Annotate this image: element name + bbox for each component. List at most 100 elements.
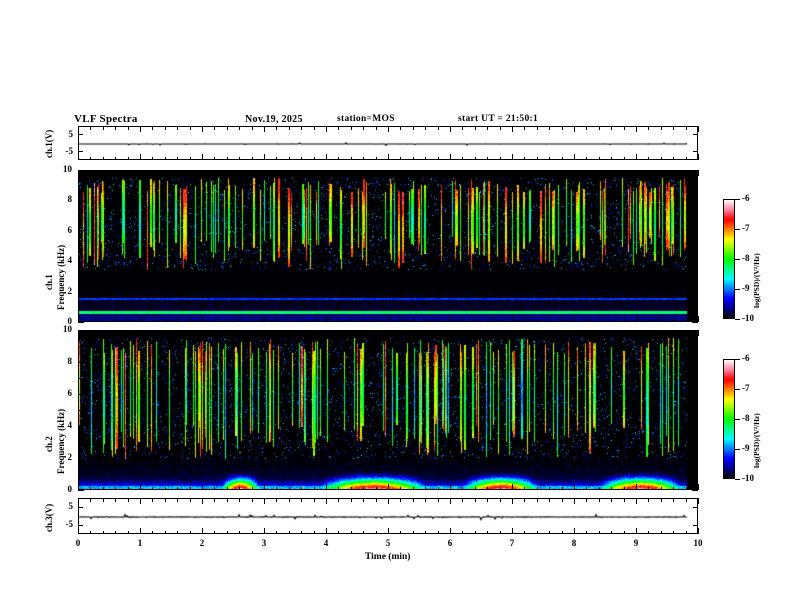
x-minor-tick-bottom	[660, 156, 662, 160]
x-minor-tick-bottom	[586, 156, 588, 160]
x-minor-tick-top	[177, 170, 179, 174]
x-minor-tick-top	[487, 126, 489, 130]
x-minor-tick-bottom	[536, 156, 538, 160]
x-minor-tick-top	[598, 330, 600, 334]
x-major-tick-bottom	[636, 316, 637, 322]
y-tick-label: 4	[67, 420, 73, 430]
x-major-tick-bottom	[698, 154, 699, 160]
x-minor-tick-bottom	[115, 486, 117, 490]
x-minor-tick-top	[499, 170, 501, 174]
x-minor-tick-bottom	[363, 318, 365, 322]
x-minor-tick-bottom	[611, 530, 613, 534]
x-minor-tick-top	[685, 498, 687, 502]
x-minor-tick-bottom	[400, 530, 402, 534]
x-minor-tick-bottom	[598, 530, 600, 534]
y-wave-tick-label: -5	[65, 519, 74, 529]
x-major-tick-bottom	[140, 154, 141, 160]
x-minor-tick-top	[301, 498, 303, 502]
x-minor-tick-top	[400, 170, 402, 174]
x-major-tick-bottom	[388, 484, 389, 490]
x-minor-tick-bottom	[524, 156, 526, 160]
x-minor-tick-top	[177, 498, 179, 502]
x-minor-tick-bottom	[276, 530, 278, 534]
colorbar-tick-label: -9	[742, 443, 750, 453]
x-minor-tick-bottom	[90, 486, 92, 490]
x-minor-tick-bottom	[536, 486, 538, 490]
y-major-tick-right	[692, 329, 698, 331]
x-minor-tick-bottom	[189, 156, 191, 160]
x-minor-tick-bottom	[499, 530, 501, 534]
y-major-tick-right	[692, 393, 698, 395]
y-major-tick-right	[692, 291, 698, 293]
x-minor-tick-bottom	[177, 486, 179, 490]
x-major-tick-bottom	[78, 528, 79, 534]
x-minor-tick-bottom	[338, 486, 340, 490]
x-minor-tick-bottom	[623, 156, 625, 160]
x-minor-tick-bottom	[648, 318, 650, 322]
x-minor-tick-top	[623, 498, 625, 502]
x-minor-tick-top	[598, 126, 600, 130]
x-minor-tick-top	[226, 170, 228, 174]
x-major-tick-top	[636, 330, 637, 336]
y-major-tick-left	[78, 489, 84, 491]
x-minor-tick-top	[499, 330, 501, 334]
x-major-tick-top	[450, 330, 451, 336]
y-tick-label: 6	[67, 224, 73, 235]
x-major-tick-top	[202, 498, 203, 504]
x-minor-tick-bottom	[598, 486, 600, 490]
x-minor-tick-bottom	[474, 530, 476, 534]
x-minor-tick-bottom	[673, 156, 675, 160]
x-minor-tick-bottom	[648, 530, 650, 534]
x-minor-tick-bottom	[90, 318, 92, 322]
colorbar-tick-label: -8	[742, 253, 750, 263]
x-minor-tick-bottom	[288, 530, 290, 534]
ch2-spectrogram	[78, 330, 698, 490]
x-minor-tick-top	[611, 170, 613, 174]
x-minor-tick-bottom	[177, 318, 179, 322]
y-tick-label: 2	[67, 452, 73, 462]
x-minor-tick-bottom	[549, 318, 551, 322]
x-minor-tick-top	[90, 498, 92, 502]
x-major-tick-top	[388, 330, 389, 336]
x-minor-tick-top	[685, 126, 687, 130]
x-minor-tick-top	[363, 330, 365, 334]
x-major-tick-top	[326, 498, 327, 504]
x-major-tick-top	[698, 330, 699, 336]
y-minor-tick-left	[78, 377, 82, 379]
x-major-tick-top	[512, 498, 513, 504]
x-minor-tick-top	[499, 498, 501, 502]
x-minor-tick-bottom	[338, 156, 340, 160]
x-minor-tick-top	[350, 498, 352, 502]
x-minor-tick-top	[536, 330, 538, 334]
colorbar-tick	[735, 318, 740, 320]
x-minor-tick-bottom	[673, 318, 675, 322]
x-minor-tick-bottom	[313, 530, 315, 534]
x-minor-tick-top	[164, 170, 166, 174]
x-minor-tick-top	[164, 126, 166, 130]
y-wave-tick-left	[78, 151, 83, 152]
x-minor-tick-top	[462, 126, 464, 130]
x-minor-tick-top	[487, 170, 489, 174]
x-minor-tick-top	[536, 126, 538, 130]
y-major-tick-left	[78, 291, 84, 293]
x-minor-tick-bottom	[152, 530, 154, 534]
x-major-tick-top	[264, 126, 265, 132]
x-minor-tick-top	[549, 498, 551, 502]
x-minor-tick-bottom	[499, 486, 501, 490]
x-minor-tick-bottom	[524, 318, 526, 322]
x-major-tick-top	[574, 330, 575, 336]
x-minor-tick-bottom	[474, 318, 476, 322]
x-minor-tick-top	[561, 126, 563, 130]
y-major-tick-right	[692, 260, 698, 262]
x-minor-tick-top	[164, 330, 166, 334]
x-minor-tick-top	[412, 126, 414, 130]
x-minor-tick-bottom	[598, 156, 600, 160]
x-minor-tick-top	[214, 126, 216, 130]
x-minor-tick-top	[288, 330, 290, 334]
x-minor-tick-bottom	[561, 318, 563, 322]
x-minor-tick-bottom	[301, 156, 303, 160]
x-major-tick-top	[140, 170, 141, 176]
x-minor-tick-top	[251, 330, 253, 334]
x-minor-tick-top	[152, 330, 154, 334]
x-minor-tick-bottom	[189, 486, 191, 490]
